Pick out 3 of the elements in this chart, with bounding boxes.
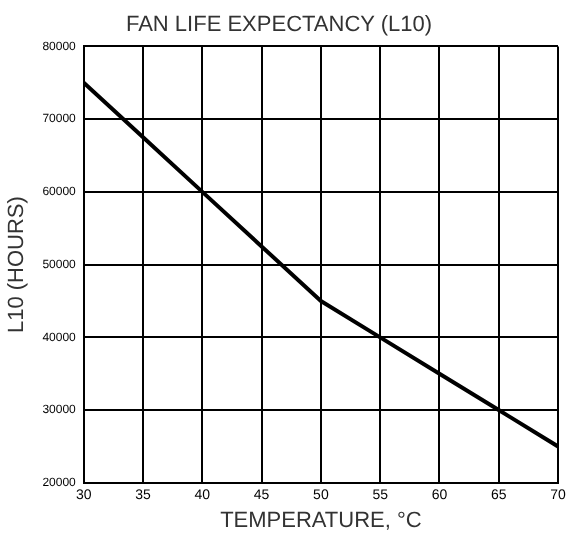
x-axis-title: TEMPERATURE, °C	[220, 508, 422, 533]
chart-title: FAN LIFE EXPECTANCY (L10)	[125, 13, 433, 38]
y-axis-title: L10 (HOURS)	[5, 196, 30, 334]
